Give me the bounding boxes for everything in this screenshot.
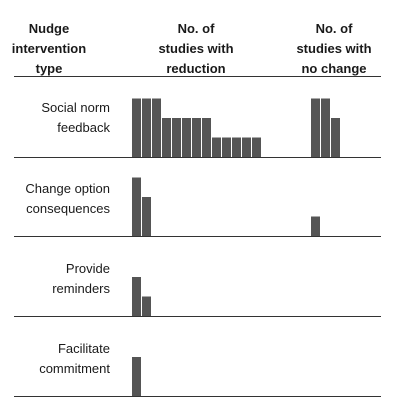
row-label-2-line-2: reminders [52, 281, 110, 296]
row-2: Provide reminders [14, 261, 381, 317]
row-0: Social norm feedback [14, 98, 381, 158]
header-no-change-line-1: No. of [316, 21, 353, 36]
header-type-line-3: type [36, 61, 63, 76]
row-label-1-line-2: consequences [26, 201, 110, 216]
bar-reduction-row-0-6 [192, 118, 201, 157]
bar-reduction-row-0-11 [242, 137, 251, 157]
bar-reduction-row-3-0 [132, 357, 141, 396]
bar-reduction-row-0-5 [182, 118, 191, 157]
header-type-line-2: intervention [12, 41, 86, 56]
header-reduction-line-1: No. of [178, 21, 215, 36]
bar-reduction-row-1-0 [132, 177, 141, 236]
bar-reduction-row-0-10 [232, 137, 241, 157]
header-no-change-line-3: no change [301, 61, 366, 76]
bar-reduction-row-0-8 [212, 137, 221, 157]
bar-reduction-row-0-2 [152, 98, 161, 157]
bar-reduction-row-0-0 [132, 98, 141, 157]
row-label-0-line-1: Social norm [41, 100, 110, 115]
bar-reduction-row-1-1 [142, 197, 151, 236]
bar-reduction-row-0-4 [172, 118, 181, 157]
row-1: Change option consequences [14, 177, 381, 237]
row-label-2-line-1: Provide [66, 261, 110, 276]
bar-no-change-row-0-1 [321, 98, 330, 157]
column-headers: Nudge intervention type No. of studies with r… [12, 21, 381, 77]
row-label-1-line-1: Change option [25, 181, 110, 196]
bar-reduction-row-0-12 [252, 137, 261, 157]
header-no-change-line-2: studies with [296, 41, 371, 56]
bar-no-change-row-0-0 [311, 98, 320, 157]
bar-reduction-row-0-7 [202, 118, 211, 157]
bar-reduction-row-0-1 [142, 98, 151, 157]
row-label-3-line-1: Facilitate [58, 341, 110, 356]
bar-no-change-row-0-2 [331, 118, 340, 157]
row-3: Facilitate commitment [14, 341, 381, 397]
row-label-0-line-2: feedback [57, 120, 110, 135]
bar-reduction-row-0-3 [162, 118, 171, 157]
header-reduction-line-3: reduction [166, 61, 225, 76]
bar-reduction-row-2-1 [142, 296, 151, 316]
header-reduction-line-2: studies with [158, 41, 233, 56]
row-label-3-line-2: commitment [39, 361, 110, 376]
chart-rows: Social norm feedback Change option conseque… [14, 98, 381, 397]
bar-reduction-row-0-9 [222, 137, 231, 157]
header-type-line-1: Nudge [29, 21, 69, 36]
bar-reduction-row-2-0 [132, 277, 141, 316]
bar-no-change-row-1-0 [311, 216, 320, 236]
